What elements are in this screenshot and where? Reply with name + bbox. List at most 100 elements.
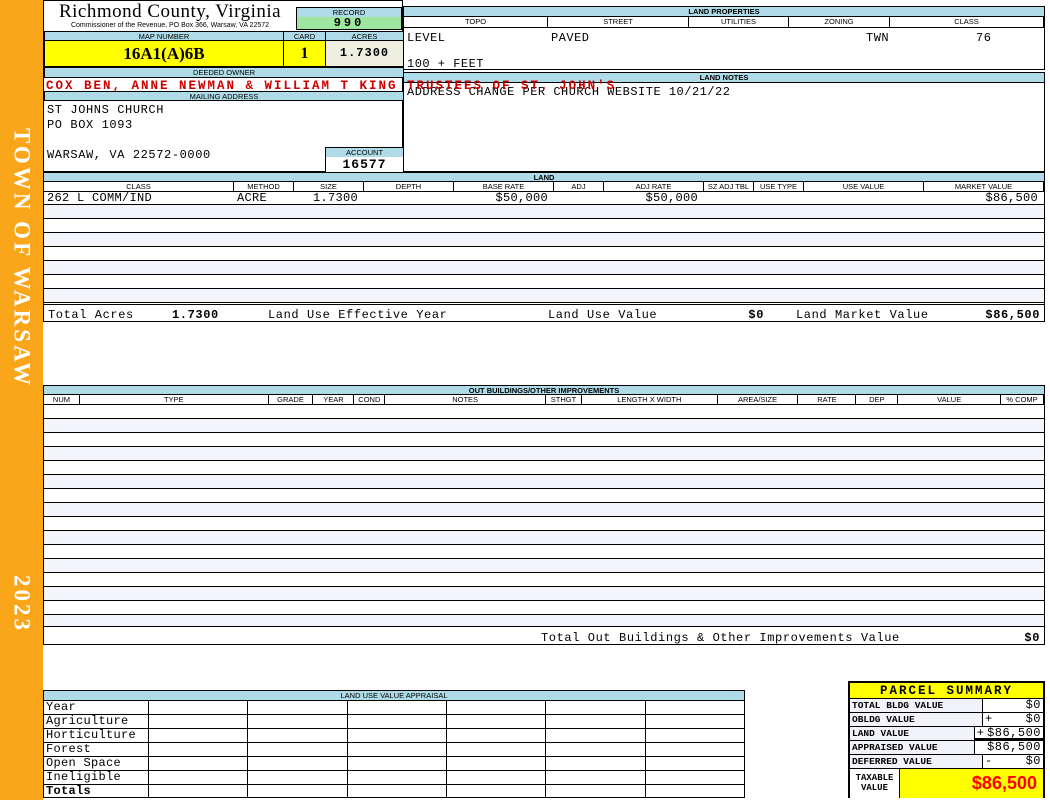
land-notes-title: LAND NOTES [404, 73, 1044, 83]
land-empty-rows [44, 205, 1044, 304]
acres-value: 1.7300 [325, 40, 404, 67]
total-acres-value: 1.7300 [172, 308, 219, 322]
column-num: NUM [44, 395, 80, 405]
empty-cell [546, 771, 646, 784]
record-value: 990 [296, 17, 402, 30]
out-buildings-column-headers: NUM TYPE GRADE YEAR COND NOTES STHGT LEN… [44, 395, 1045, 405]
empty-cell [348, 701, 447, 714]
column-class: CLASS [44, 182, 234, 192]
empty-cell [646, 715, 744, 728]
appraisal-row-year: Year [44, 701, 744, 715]
land-use-value [804, 192, 924, 204]
land-notes-panel: LAND NOTES ADDRESS CHANGE PER CHURCH WEB… [403, 72, 1045, 172]
empty-cell [546, 785, 646, 798]
land-use-value: $0 [748, 308, 764, 322]
out-buildings-title: OUT BUILDINGS/OTHER IMPROVEMENTS [44, 386, 1044, 395]
column-base-rate: BASE RATE [454, 182, 554, 192]
empty-cell [149, 715, 249, 728]
land-depth [364, 192, 454, 204]
empty-cell [248, 743, 348, 756]
appraisal-row-agriculture: Agriculture [44, 715, 744, 729]
topo-value: LEVEL [407, 31, 446, 45]
sidebar: TOWN OF WARSAW 2023 [0, 0, 43, 800]
parcel-summary-title: PARCEL SUMMARY [850, 683, 1043, 699]
out-buildings-panel: OUT BUILDINGS/OTHER IMPROVEMENTS NUM TYP… [43, 385, 1045, 645]
county-subtitle: Commissioner of the Revenue, PO Box 366,… [70, 22, 270, 29]
row-operator: + [985, 712, 993, 726]
taxable-value-label: TAXABLE VALUE [850, 769, 900, 798]
appraisal-row-horticulture: Horticulture [44, 729, 744, 743]
column-grade: GRADE [268, 395, 314, 405]
column-sthgt: STHGT [545, 395, 582, 405]
land-data-row: 262 L COMM/IND ACRE 1.7300 $50,000 $50,0… [44, 192, 1044, 205]
town-of-warsaw-label: TOWN OF WARSAW [9, 128, 35, 389]
empty-cell [248, 771, 348, 784]
empty-cell [646, 743, 744, 756]
summary-row-deferred: DEFERRED VALUE - $0 [850, 755, 1043, 769]
land-use-appraisal-grid: Year Agriculture Horticulture Forest Ope… [44, 701, 744, 798]
county-title: Richmond County, Virginia [58, 1, 282, 22]
column-dep: DEP [856, 395, 899, 405]
column-use-type: USE TYPE [754, 182, 804, 192]
land-base-rate: $50,000 [495, 191, 548, 205]
land-properties-title: LAND PROPERTIES [404, 7, 1044, 17]
summary-row-obldg: OBLDG VALUE + $0 [850, 713, 1043, 727]
empty-cell [447, 743, 547, 756]
row-operator: - [985, 754, 993, 768]
row-value: $0 [1025, 754, 1041, 768]
land-adj-rate: $50,000 [645, 191, 698, 205]
column-notes: NOTES [385, 395, 546, 405]
street-value: PAVED [551, 31, 590, 45]
row-label: Horticulture [44, 729, 149, 742]
empty-cell [348, 715, 447, 728]
empty-cell [447, 757, 547, 770]
appraisal-row-forest: Forest [44, 743, 744, 757]
land-properties-panel: LAND PROPERTIES TOPO STREET UTILITIES ZO… [403, 6, 1045, 71]
column-utilities: UTILITIES [689, 17, 789, 28]
column-type: TYPE [79, 395, 269, 405]
column-area-size: AREA/SIZE [717, 395, 799, 405]
land-use-appraisal-title: LAND USE VALUE APPRAISAL [44, 691, 744, 701]
tax-year-label: 2023 [9, 575, 35, 633]
land-column-headers: CLASS METHOD SIZE DEPTH BASE RATE ADJ AD… [44, 182, 1044, 192]
land-use-effective-year-label: Land Use Effective Year [268, 308, 448, 322]
summary-row-taxable: TAXABLE VALUE $86,500 [850, 769, 1043, 798]
column-rate: RATE [798, 395, 857, 405]
column-pct-comp: % COMP [1001, 395, 1045, 405]
land-panel: LAND CLASS METHOD SIZE DEPTH BASE RATE A… [43, 172, 1045, 322]
empty-cell [248, 729, 348, 742]
mailing-address-line2: PO BOX 1093 [47, 118, 133, 132]
deeded-owner-label: DEEDED OWNER [44, 67, 404, 78]
land-totals-row: Total Acres 1.7300 Land Use Effective Ye… [44, 304, 1044, 323]
row-operator [975, 741, 987, 754]
empty-cell [447, 715, 547, 728]
empty-cell [646, 701, 744, 714]
empty-cell [646, 785, 744, 798]
appraisal-row-open-space: Open Space [44, 757, 744, 771]
empty-cell [546, 715, 646, 728]
column-sz-adj-tbl: SZ ADJ TBL [704, 182, 754, 192]
column-length-x-width: LENGTH X WIDTH [581, 395, 718, 405]
column-year: YEAR [313, 395, 355, 405]
empty-cell [348, 729, 447, 742]
empty-cell [248, 785, 348, 798]
empty-cell [348, 785, 447, 798]
row-value: $86,500 [987, 726, 1043, 740]
column-depth: DEPTH [364, 182, 454, 192]
summary-row-appraised: APPRAISED VALUE $86,500 [850, 741, 1043, 755]
row-label: Totals [44, 785, 149, 798]
land-use-type [754, 192, 804, 204]
row-label: Ineligible [44, 771, 149, 784]
out-buildings-total-row: Total Out Buildings & Other Improvements… [44, 626, 1044, 646]
row-label: Year [44, 701, 149, 714]
empty-cell [149, 785, 249, 798]
land-method: ACRE [237, 191, 268, 205]
zoning-value: TWN [866, 31, 890, 45]
row-label: Forest [44, 743, 149, 756]
land-class: 262 L COMM/IND [47, 191, 153, 205]
map-number-value: 16A1(A)6B [44, 40, 284, 67]
row-label: OBLDG VALUE [850, 713, 983, 726]
row-operator: + [974, 727, 988, 740]
land-use-value-label: Land Use Value [548, 308, 658, 322]
